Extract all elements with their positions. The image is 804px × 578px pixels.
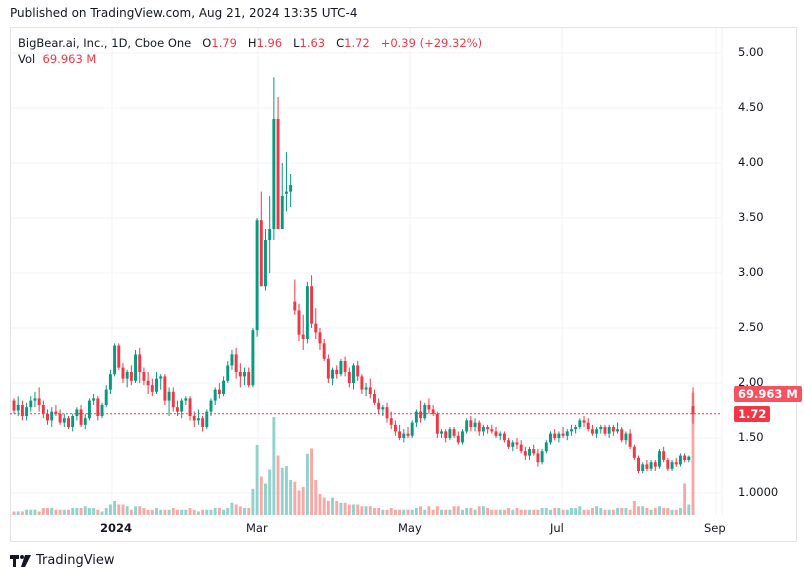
tradingview-footer[interactable]: TradingView xyxy=(10,553,115,568)
price-tick-label: 5.00 xyxy=(738,45,764,59)
volume-value: 69.963 M xyxy=(42,52,97,66)
grid-lines xyxy=(11,28,723,515)
price-tick-label: 2.50 xyxy=(738,320,764,334)
time-tick-label: Jul xyxy=(550,521,564,535)
price-tick-label: 3.00 xyxy=(738,265,764,279)
chart-frame[interactable] xyxy=(10,27,797,542)
low-value: 1.63 xyxy=(299,36,326,50)
open-value: 1.79 xyxy=(211,36,237,50)
volume-tag: 69.963 M xyxy=(734,386,802,402)
published-caption: Published on TradingView.com, Aug 21, 20… xyxy=(10,6,358,20)
price-tick-label: 1.50 xyxy=(738,430,764,444)
price-tick-label: 2.00 xyxy=(738,375,764,389)
price-tag: 1.72 xyxy=(734,406,771,422)
symbol-info: BigBear.ai, Inc., 1D, Cboe One xyxy=(18,36,192,50)
time-tick-label: Mar xyxy=(246,521,268,535)
price-tick-label: 4.50 xyxy=(738,100,764,114)
volume-bars xyxy=(12,392,695,515)
high-value: 1.96 xyxy=(256,36,283,50)
change-value: +0.39 (+29.32%) xyxy=(380,36,483,50)
time-tick-label: Sep xyxy=(704,521,726,535)
time-tick-label: 2024 xyxy=(100,521,133,535)
time-tick-label: May xyxy=(398,521,422,535)
price-tick-label: 4.00 xyxy=(738,155,764,169)
volume-tick-label: 1.0000 xyxy=(738,485,779,499)
chart-legend: BigBear.ai, Inc., 1D, Cboe One O1.79 H1.… xyxy=(18,36,483,66)
tradingview-logo-icon xyxy=(10,554,31,567)
price-candles xyxy=(12,77,695,474)
price-tick-label: 3.50 xyxy=(738,210,764,224)
tradingview-brand: TradingView xyxy=(36,553,115,568)
close-value: 1.72 xyxy=(344,36,370,50)
